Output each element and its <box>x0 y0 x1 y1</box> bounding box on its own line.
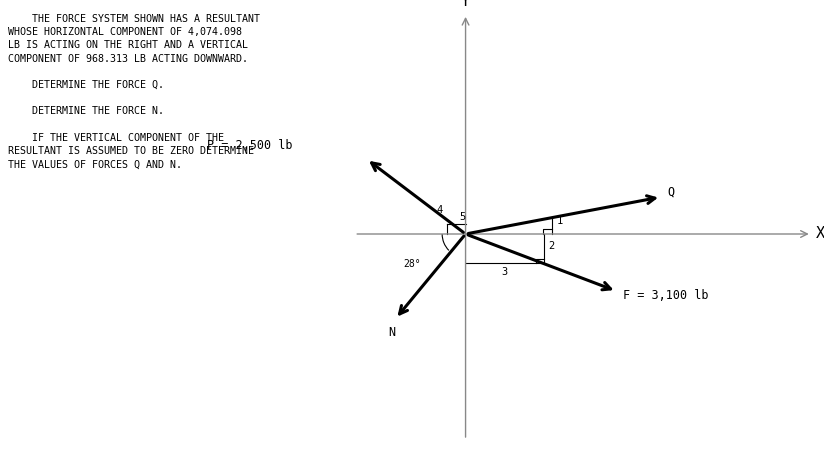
Text: 4: 4 <box>436 205 442 215</box>
Text: THE FORCE SYSTEM SHOWN HAS A RESULTANT
WHOSE HORIZONTAL COMPONENT OF 4,074.098
L: THE FORCE SYSTEM SHOWN HAS A RESULTANT W… <box>8 14 260 169</box>
Text: 3: 3 <box>502 267 508 277</box>
Text: N: N <box>388 326 395 339</box>
Text: 1: 1 <box>556 216 563 226</box>
Text: 28°: 28° <box>403 259 421 269</box>
Text: Q: Q <box>667 186 675 199</box>
Text: X: X <box>816 227 824 241</box>
Text: F = 3,100 lb: F = 3,100 lb <box>623 289 709 302</box>
Text: 2: 2 <box>548 241 555 251</box>
Text: 5: 5 <box>459 212 466 222</box>
Text: P = 2,500 lb: P = 2,500 lb <box>207 139 293 152</box>
Text: Y: Y <box>461 0 471 9</box>
